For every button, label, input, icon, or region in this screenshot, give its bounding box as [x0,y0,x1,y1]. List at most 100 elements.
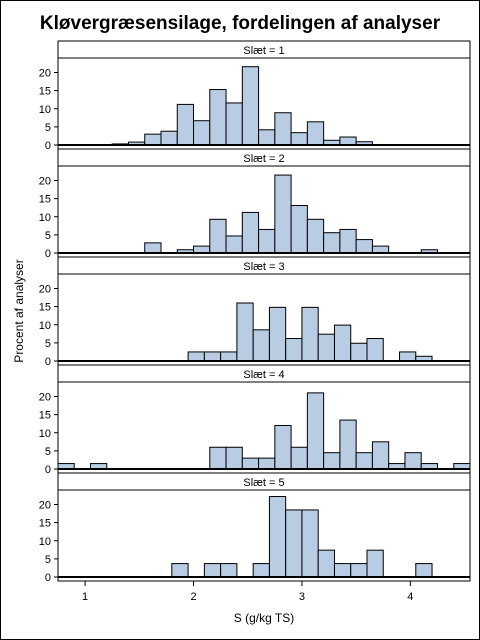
y-tick-label: 15 [39,410,51,422]
x-axis: 1 2 3 4 [82,581,413,603]
histogram-bar [225,235,243,254]
histogram-bar [290,205,308,254]
histogram-bar [371,441,390,470]
histogram-bar [355,239,373,254]
x-tick-label: 2 [190,591,196,603]
facet-panel: Slæt = 2 0 5 10 15 20 [39,148,471,260]
histogram-bar [144,133,162,146]
facet-label: Slæt = 5 [243,477,284,489]
histogram-bar [339,419,357,470]
histogram-bar [220,351,238,362]
histogram-bar [171,563,189,578]
histogram-bar [176,103,195,146]
y-tick-label: 20 [39,68,51,80]
y-tick-label: 10 [39,104,51,116]
histogram-bar [333,563,352,578]
histogram-bar [301,509,319,578]
histogram-bar [366,549,384,578]
y-tick-label: 10 [39,212,51,224]
histogram-bar [323,452,341,470]
histogram-bar [258,228,276,254]
y-tick-label: 0 [45,464,51,476]
facet-panel: Slæt = 4 0 5 10 15 20 [39,364,471,476]
y-tick-label: 20 [39,176,51,188]
y-tick-label: 20 [39,392,51,404]
histogram-bar [209,89,227,146]
facet-panel: Slæt = 1 0 5 10 15 20 [39,40,471,152]
histogram-bar [285,509,303,578]
histogram-bar [306,392,325,470]
histogram-bar [225,102,243,146]
facet-label: Slæt = 2 [243,153,284,165]
histogram-bar [399,351,417,362]
y-tick-label: 10 [39,428,51,440]
y-tick-label: 15 [39,518,51,530]
y-tick-label: 5 [45,338,51,350]
histogram-bar [317,333,335,362]
histogram-bar [203,563,222,578]
x-tick-label: 4 [407,591,413,603]
facet-label: Slæt = 1 [243,45,284,57]
chart-title: Kløvergræsensilage, fordelingen af analy… [40,13,441,34]
histogram-bar [290,446,308,470]
histogram-bar [225,446,243,470]
histogram-bar [209,446,227,470]
histogram-bar [317,549,335,578]
y-tick-label: 5 [45,554,51,566]
y-tick-label: 15 [39,86,51,98]
histogram-bar [241,66,260,146]
histogram-bar [350,342,368,362]
y-tick-label: 10 [39,320,51,332]
y-tick-label: 15 [39,302,51,314]
histogram-bar [193,120,211,146]
y-tick-label: 0 [45,572,51,584]
histogram-bar [306,121,325,146]
histogram-bar [290,132,308,146]
histogram-bar [371,245,390,254]
facet-label: Slæt = 4 [243,369,284,381]
histogram-bar [258,457,276,470]
histogram-bar [274,112,292,146]
histogram-bar [187,351,205,362]
facet-panels: Slæt = 1 0 5 10 15 20 Slæt = 2 0 5 10 15 20 Slæt = 3… [39,40,471,584]
y-tick-label: 0 [45,140,51,152]
histogram-bar [285,338,303,362]
histogram-bar [274,425,292,470]
histogram-bar [415,563,433,578]
y-tick-label: 5 [45,446,51,458]
histogram-bar [301,306,319,362]
histogram-bar [333,324,352,362]
histogram-bar [236,302,254,362]
histogram-bar [209,218,227,254]
histogram-bar [339,136,357,146]
histogram-bar [306,218,325,254]
histogram-bar [404,452,422,470]
histogram-bar [252,563,270,578]
histogram-bar [366,338,384,362]
y-tick-label: 5 [45,122,51,134]
histogram-bar [268,496,287,578]
histogram-bar [350,563,368,578]
histogram-bar [268,306,287,362]
x-tick-label: 1 [82,591,88,603]
plot-frame [57,489,471,582]
histogram-bar [203,351,222,362]
histogram-bar [241,211,260,254]
y-tick-label: 0 [45,356,51,368]
x-axis-label: S (g/kg TS) [234,611,294,625]
y-tick-label: 20 [39,500,51,512]
histogram-bar [252,329,270,362]
histogram-bar [193,245,211,254]
x-tick-label: 3 [299,591,305,603]
facet-panel: Slæt = 3 0 5 10 15 20 [39,256,471,368]
y-tick-label: 10 [39,536,51,548]
histogram-bar [339,228,357,254]
y-tick-label: 0 [45,248,51,260]
histogram-bar [258,129,276,146]
facet-label: Slæt = 3 [243,261,284,273]
y-tick-label: 5 [45,230,51,242]
y-tick-label: 15 [39,194,51,206]
histogram-bar [274,174,292,254]
